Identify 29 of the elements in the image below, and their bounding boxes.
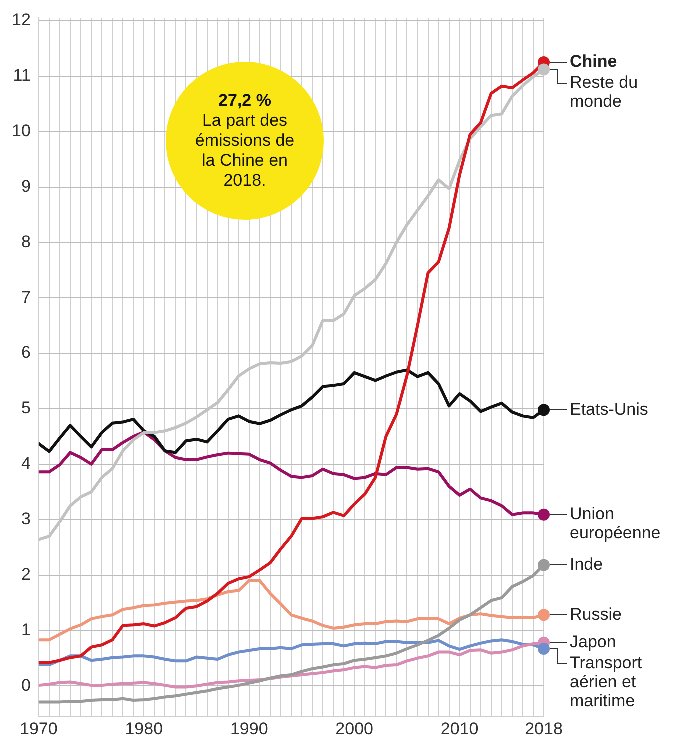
series-label: Transport aérien et maritime <box>570 654 642 711</box>
x-tick-label: 1990 <box>230 719 268 738</box>
y-tick-label: 2 <box>21 564 31 584</box>
y-tick-label: 9 <box>21 176 31 196</box>
y-tick-label: 10 <box>12 122 31 141</box>
series-label: Japon <box>570 632 616 652</box>
x-tick-label: 2018 <box>525 719 563 738</box>
x-tick-label: 2010 <box>440 719 479 738</box>
y-tick-label: 6 <box>21 343 31 362</box>
annotation: 27,2 % <box>218 91 272 111</box>
x-tick-label: 1970 <box>20 719 58 738</box>
y-tick-label: 1 <box>21 620 31 640</box>
annotation: La part des émissions de la Chine en 2018. <box>194 111 296 191</box>
x-tick-label: 2000 <box>336 719 374 738</box>
x-tick-label: 1980 <box>125 719 164 738</box>
y-tick-label: 11 <box>13 66 31 86</box>
series-label: Reste du monde <box>570 73 638 112</box>
series-label: Chine <box>570 52 618 72</box>
series-label: Union européenne <box>570 504 661 543</box>
y-tick-label: 4 <box>21 454 31 474</box>
y-tick-label: 7 <box>21 288 31 307</box>
y-tick-label: 12 <box>12 10 31 30</box>
series-label: Etats-Unis <box>570 400 648 419</box>
y-tick-label: 8 <box>21 232 31 252</box>
y-tick-label: 5 <box>21 398 31 418</box>
y-tick-label: 0 <box>21 676 31 695</box>
series-label: Inde <box>570 554 604 574</box>
series-label: Russie <box>570 604 622 624</box>
y-tick-label: 3 <box>21 510 31 529</box>
